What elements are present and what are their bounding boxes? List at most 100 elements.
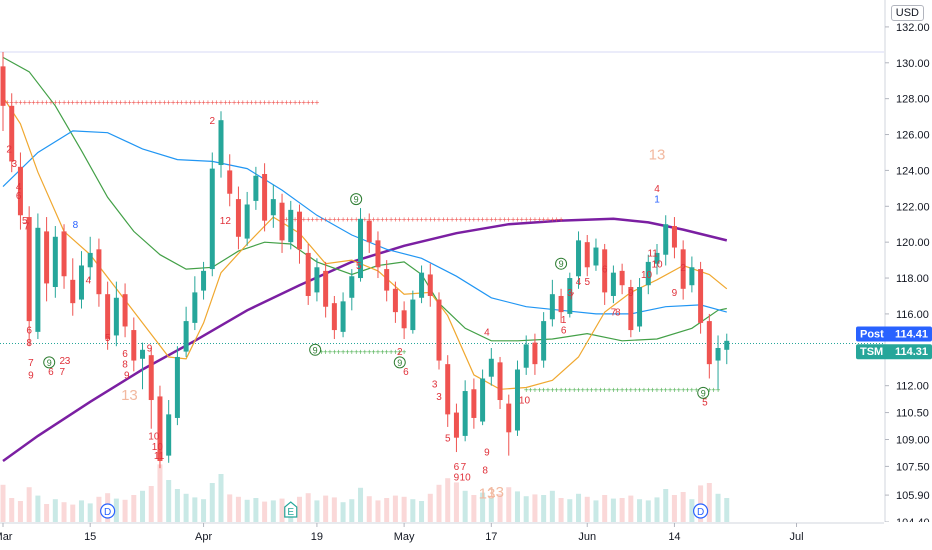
- td-resistance-marker: +: [293, 98, 298, 107]
- td-support-marker: +: [694, 385, 699, 394]
- td-support-marker: +: [341, 348, 346, 357]
- td-resistance-marker: +: [397, 215, 402, 224]
- candle-body: [17, 166, 23, 216]
- td-support-marker: +: [358, 348, 363, 357]
- candle-body: [471, 389, 477, 418]
- td-count-label: 7: [24, 222, 30, 233]
- candle-body: [706, 321, 712, 365]
- candle-body: [593, 247, 599, 266]
- td-resistance-marker: +: [70, 98, 75, 107]
- td-resistance-marker: +: [336, 215, 341, 224]
- td-support-marker: +: [524, 385, 529, 394]
- time-tick-label: May: [394, 531, 415, 543]
- td-resistance-marker: +: [236, 98, 241, 107]
- td-resistance-marker: +: [88, 98, 93, 107]
- td-support-marker: +: [615, 385, 620, 394]
- td-count-label: 3: [436, 392, 442, 403]
- candle-body: [506, 403, 512, 433]
- volume-bar: [279, 498, 285, 522]
- td-resistance-marker: +: [158, 98, 163, 107]
- price-badge: [856, 344, 932, 360]
- td-count-label: 5: [584, 277, 590, 288]
- td-support-marker: +: [589, 385, 594, 394]
- time-tick-label: 15: [84, 531, 96, 543]
- volume-bar: [497, 493, 503, 522]
- volume-bar: [183, 493, 189, 522]
- td-count-label: 6: [122, 349, 128, 360]
- td-resistance-marker: +: [193, 98, 198, 107]
- td-resistance-marker: +: [345, 215, 350, 224]
- volume-bar: [296, 496, 302, 522]
- td-resistance-marker: +: [288, 98, 293, 107]
- td-resistance-marker: +: [363, 215, 368, 224]
- candle-body: [445, 364, 451, 415]
- td-support-marker: +: [550, 385, 555, 394]
- td-resistance-marker: +: [201, 98, 206, 107]
- td-resistance-marker: +: [349, 215, 354, 224]
- td-resistance-marker: +: [175, 98, 180, 107]
- td-setup-circle: [43, 356, 56, 369]
- td-count-label: 8: [615, 308, 621, 319]
- td-support-marker: +: [672, 385, 677, 394]
- candle-body: [331, 303, 337, 331]
- td-setup-circle: [697, 386, 710, 399]
- time-tick-label: 19: [311, 531, 323, 543]
- td-count-label: 2: [60, 356, 66, 367]
- volume-bar: [715, 493, 721, 522]
- volume-bar: [576, 493, 582, 522]
- candle-body: [619, 270, 625, 286]
- td-resistance-marker: +: [306, 98, 311, 107]
- td-setup-label: 9: [701, 388, 706, 398]
- volume-bar: [706, 483, 712, 522]
- candle-body: [340, 301, 346, 332]
- td-resistance-marker: +: [445, 215, 450, 224]
- td-resistance-marker: +: [402, 215, 407, 224]
- td-count-label: 6: [16, 191, 22, 202]
- volume-bar: [593, 500, 599, 522]
- td-support-marker: +: [668, 385, 673, 394]
- td-count-label: 6: [454, 462, 460, 473]
- td-setup-circle: [393, 356, 406, 369]
- td-resistance-marker: +: [118, 98, 123, 107]
- price-badge-label: TSM: [860, 346, 883, 358]
- candle-body: [253, 175, 259, 201]
- currency-button[interactable]: USD: [890, 5, 924, 21]
- td-resistance-marker: +: [66, 98, 71, 107]
- td-count-label: 3: [12, 159, 18, 170]
- candle-body: [384, 269, 390, 291]
- volume-bar: [532, 494, 538, 522]
- td-resistance-marker: +: [511, 215, 516, 224]
- price-tick-label: 112.00: [896, 381, 929, 393]
- td-support-marker: +: [393, 348, 398, 357]
- volume-bar: [514, 491, 520, 522]
- td-resistance-marker: +: [559, 215, 564, 224]
- price-badge-label: Post: [860, 328, 884, 340]
- td-resistance-marker: +: [406, 215, 411, 224]
- td-count-label: 9: [628, 288, 634, 299]
- candle-body: [105, 294, 111, 340]
- volume-bar: [44, 504, 50, 522]
- td-resistance-marker: +: [5, 98, 10, 107]
- td-support-marker: +: [620, 385, 625, 394]
- td-resistance-marker: +: [227, 98, 232, 107]
- td-support-marker: +: [629, 385, 634, 394]
- candle-body: [0, 66, 6, 106]
- td-support-marker: +: [376, 348, 381, 357]
- volume-bar: [87, 503, 93, 522]
- td-count-label: 7: [60, 367, 66, 378]
- volume-bar: [70, 504, 76, 522]
- volume-bar: [0, 484, 6, 522]
- td-resistance-marker: +: [485, 215, 490, 224]
- td-support-marker: +: [563, 385, 568, 394]
- price-badge: [856, 326, 932, 342]
- volume-bar: [61, 502, 67, 522]
- candle-body: [244, 204, 250, 239]
- td-resistance-marker: +: [206, 98, 211, 107]
- volume-bar: [637, 499, 643, 522]
- price-tick-label: 118.00: [896, 273, 929, 285]
- td-support-marker: +: [384, 348, 389, 357]
- candle-body: [576, 240, 582, 277]
- candle-body: [366, 220, 372, 243]
- td-support-marker: +: [541, 385, 546, 394]
